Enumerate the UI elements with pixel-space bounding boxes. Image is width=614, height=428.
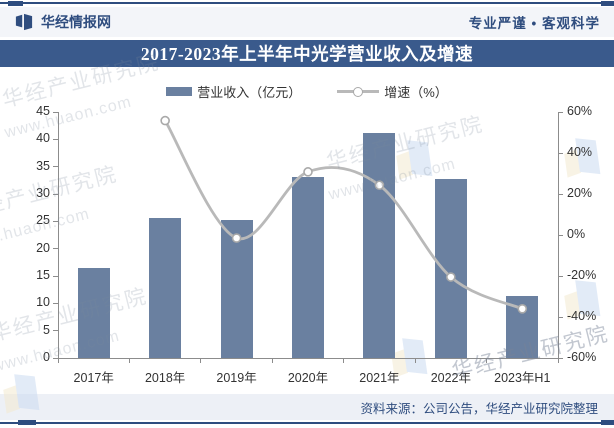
x-axis-category-label: 2020年 <box>287 371 329 385</box>
growth-marker <box>446 272 456 282</box>
left-axis-tick-label: 25 <box>36 213 50 228</box>
footer: 资料来源：公司公告，华经产业研究院整理 <box>0 394 614 420</box>
legend-bar-swatch <box>166 87 193 96</box>
right-axis-tick <box>558 111 563 113</box>
x-axis-category-label: 2018年 <box>144 371 186 385</box>
right-axis-tick <box>558 275 563 277</box>
left-axis-tick-label: 0 <box>43 350 50 364</box>
header: 华经情报网 专业严谨 • 客观科学 <box>0 7 614 37</box>
growth-marker <box>374 180 385 190</box>
x-axis-tick <box>128 359 130 363</box>
page-title: 2017-2023年上半年中光学营业收入及增速 <box>140 44 474 64</box>
right-axis-tick-label: 60% <box>567 104 593 118</box>
left-axis-tick-label: 10 <box>36 295 50 310</box>
revenue-bar <box>149 217 182 358</box>
right-axis-tick-label: -20% <box>567 268 597 282</box>
x-axis-tick <box>271 359 273 363</box>
right-axis-tick-label: 40% <box>567 145 593 159</box>
left-axis-tick-label: 30 <box>36 186 50 200</box>
growth-marker <box>160 115 170 126</box>
right-axis-tick-label: 0% <box>567 227 586 241</box>
legend-item-revenue: 营业收入（亿元） <box>166 82 301 101</box>
left-axis-tick <box>53 193 58 195</box>
right-axis-tick <box>558 357 563 359</box>
x-axis-tick <box>200 359 202 363</box>
left-axis-tick-label: 5 <box>43 322 50 337</box>
left-axis-tick <box>53 302 58 304</box>
x-axis-category-label: 2017年 <box>73 371 114 385</box>
growth-marker <box>517 304 528 314</box>
x-axis-tick <box>557 359 559 363</box>
left-axis-tick-label: 35 <box>36 158 50 173</box>
right-axis-tick-label: -40% <box>567 309 597 323</box>
x-axis-tick <box>57 359 59 363</box>
growth-marker <box>231 233 242 243</box>
x-axis-tick <box>343 359 345 363</box>
right-axis-tick <box>558 193 563 195</box>
right-axis-line <box>558 112 559 358</box>
title-bar: 2017-2023年上半年中光学营业收入及增速 <box>0 40 614 67</box>
left-axis-tick-label: 20 <box>36 240 50 255</box>
x-axis-category-label: 2019年 <box>216 371 257 385</box>
revenue-bar <box>434 179 467 358</box>
revenue-bar <box>77 267 110 358</box>
legend-bar-label: 营业收入（亿元） <box>197 85 302 100</box>
bottom-rule-left-dash <box>18 420 36 425</box>
brand-name: 华经情报网 <box>41 14 111 30</box>
left-axis-tick <box>53 111 58 113</box>
revenue-bar <box>363 132 396 358</box>
right-axis-tick <box>558 234 563 236</box>
slogan: 专业严谨 • 客观科学 <box>468 16 600 31</box>
left-axis-tick <box>53 330 58 332</box>
right-axis-tick <box>558 152 563 154</box>
x-axis-tick <box>486 359 488 363</box>
x-axis-category-label: 2023年H1 <box>494 371 551 385</box>
right-axis-tick-label: 20% <box>567 186 593 200</box>
left-axis-line <box>58 112 59 358</box>
left-axis-tick-label: 15 <box>36 268 50 282</box>
left-axis-tick-label: 45 <box>36 104 50 118</box>
x-axis-line <box>58 358 558 359</box>
bottom-rule <box>0 422 614 424</box>
left-axis-tick <box>53 220 58 222</box>
chart-legend: 营业收入（亿元） 增速（%） <box>0 82 614 101</box>
x-axis-tick <box>414 359 416 363</box>
left-axis-tick <box>53 138 58 140</box>
legend-line-marker <box>337 87 380 97</box>
left-axis-tick <box>53 357 58 359</box>
revenue-bar <box>292 177 324 358</box>
bottom-rule-right-dash <box>601 420 614 425</box>
right-axis-tick-label: -60% <box>567 350 597 364</box>
growth-line-chart <box>160 115 528 314</box>
brand: 华经情报网 <box>14 12 111 32</box>
legend-item-growth: 增速（%） <box>337 82 448 101</box>
legend-line-label: 增速（%） <box>384 85 448 100</box>
data-source: 资料来源：公司公告，华经产业研究院整理 <box>360 401 598 416</box>
left-axis-tick <box>53 248 58 250</box>
x-axis-category-label: 2021年 <box>359 371 400 385</box>
brand-logo-icon <box>14 13 34 31</box>
top-rule-left-dash <box>8 1 23 6</box>
growth-line <box>163 119 523 311</box>
left-axis-tick <box>53 166 58 168</box>
left-axis-tick-label: 40 <box>36 131 50 146</box>
right-axis-tick <box>558 316 563 318</box>
x-axis-category-label: 2022年 <box>430 371 471 385</box>
left-axis-tick <box>53 275 58 277</box>
top-rule <box>0 2 614 4</box>
growth-marker <box>303 167 313 177</box>
top-rule-right-dash <box>601 1 614 6</box>
